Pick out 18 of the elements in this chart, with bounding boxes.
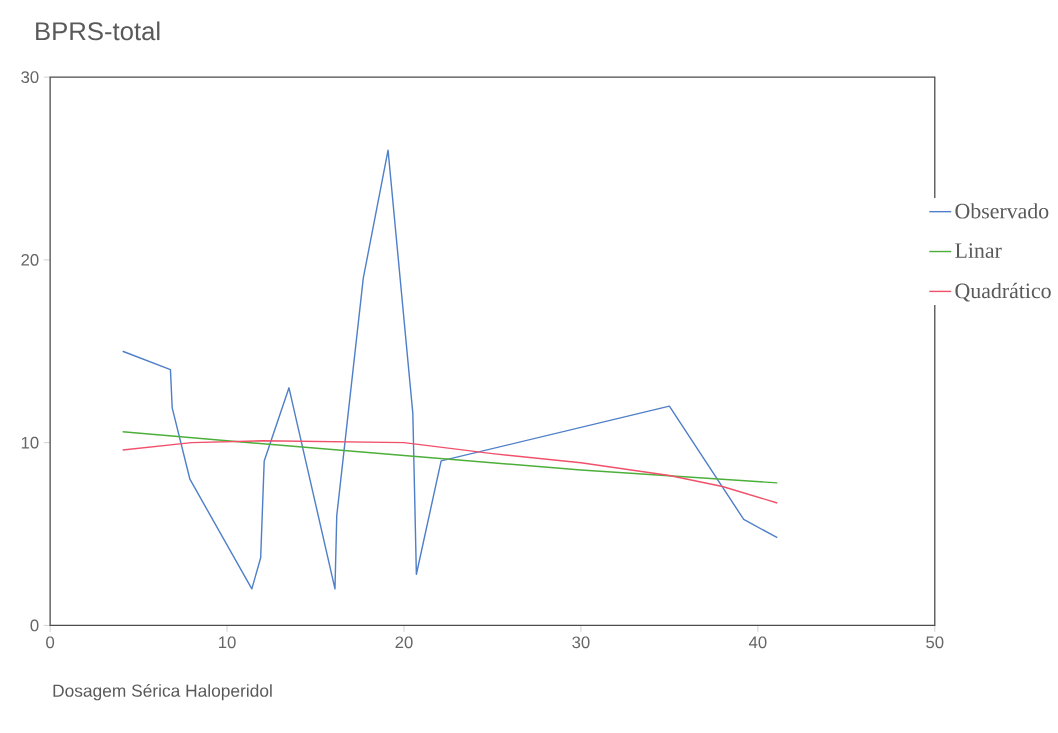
legend-label: Quadrático <box>955 282 1051 302</box>
x-tick-label: 30 <box>572 636 590 649</box>
y-tick-label: 30 <box>21 71 39 83</box>
legend-label: Linar <box>955 243 1002 258</box>
x-axis-title: Dosagem Sérica Haloperidol <box>53 683 272 701</box>
line-series <box>121 439 779 504</box>
x-tick-label: 50 <box>926 636 944 649</box>
x-tick-label: 20 <box>395 636 413 649</box>
line-series <box>121 149 779 590</box>
x-tick-label: 10 <box>219 636 236 649</box>
chart-title: BPRS-total <box>36 21 160 41</box>
legend-label: Observado <box>955 202 1049 219</box>
y-tick-label: 20 <box>21 253 39 266</box>
x-tick-label: 0 <box>46 636 55 649</box>
y-tick-label: 0 <box>30 619 39 632</box>
line-series <box>121 430 779 484</box>
x-tick-label: 40 <box>748 636 767 649</box>
y-tick-label: 10 <box>21 436 39 449</box>
